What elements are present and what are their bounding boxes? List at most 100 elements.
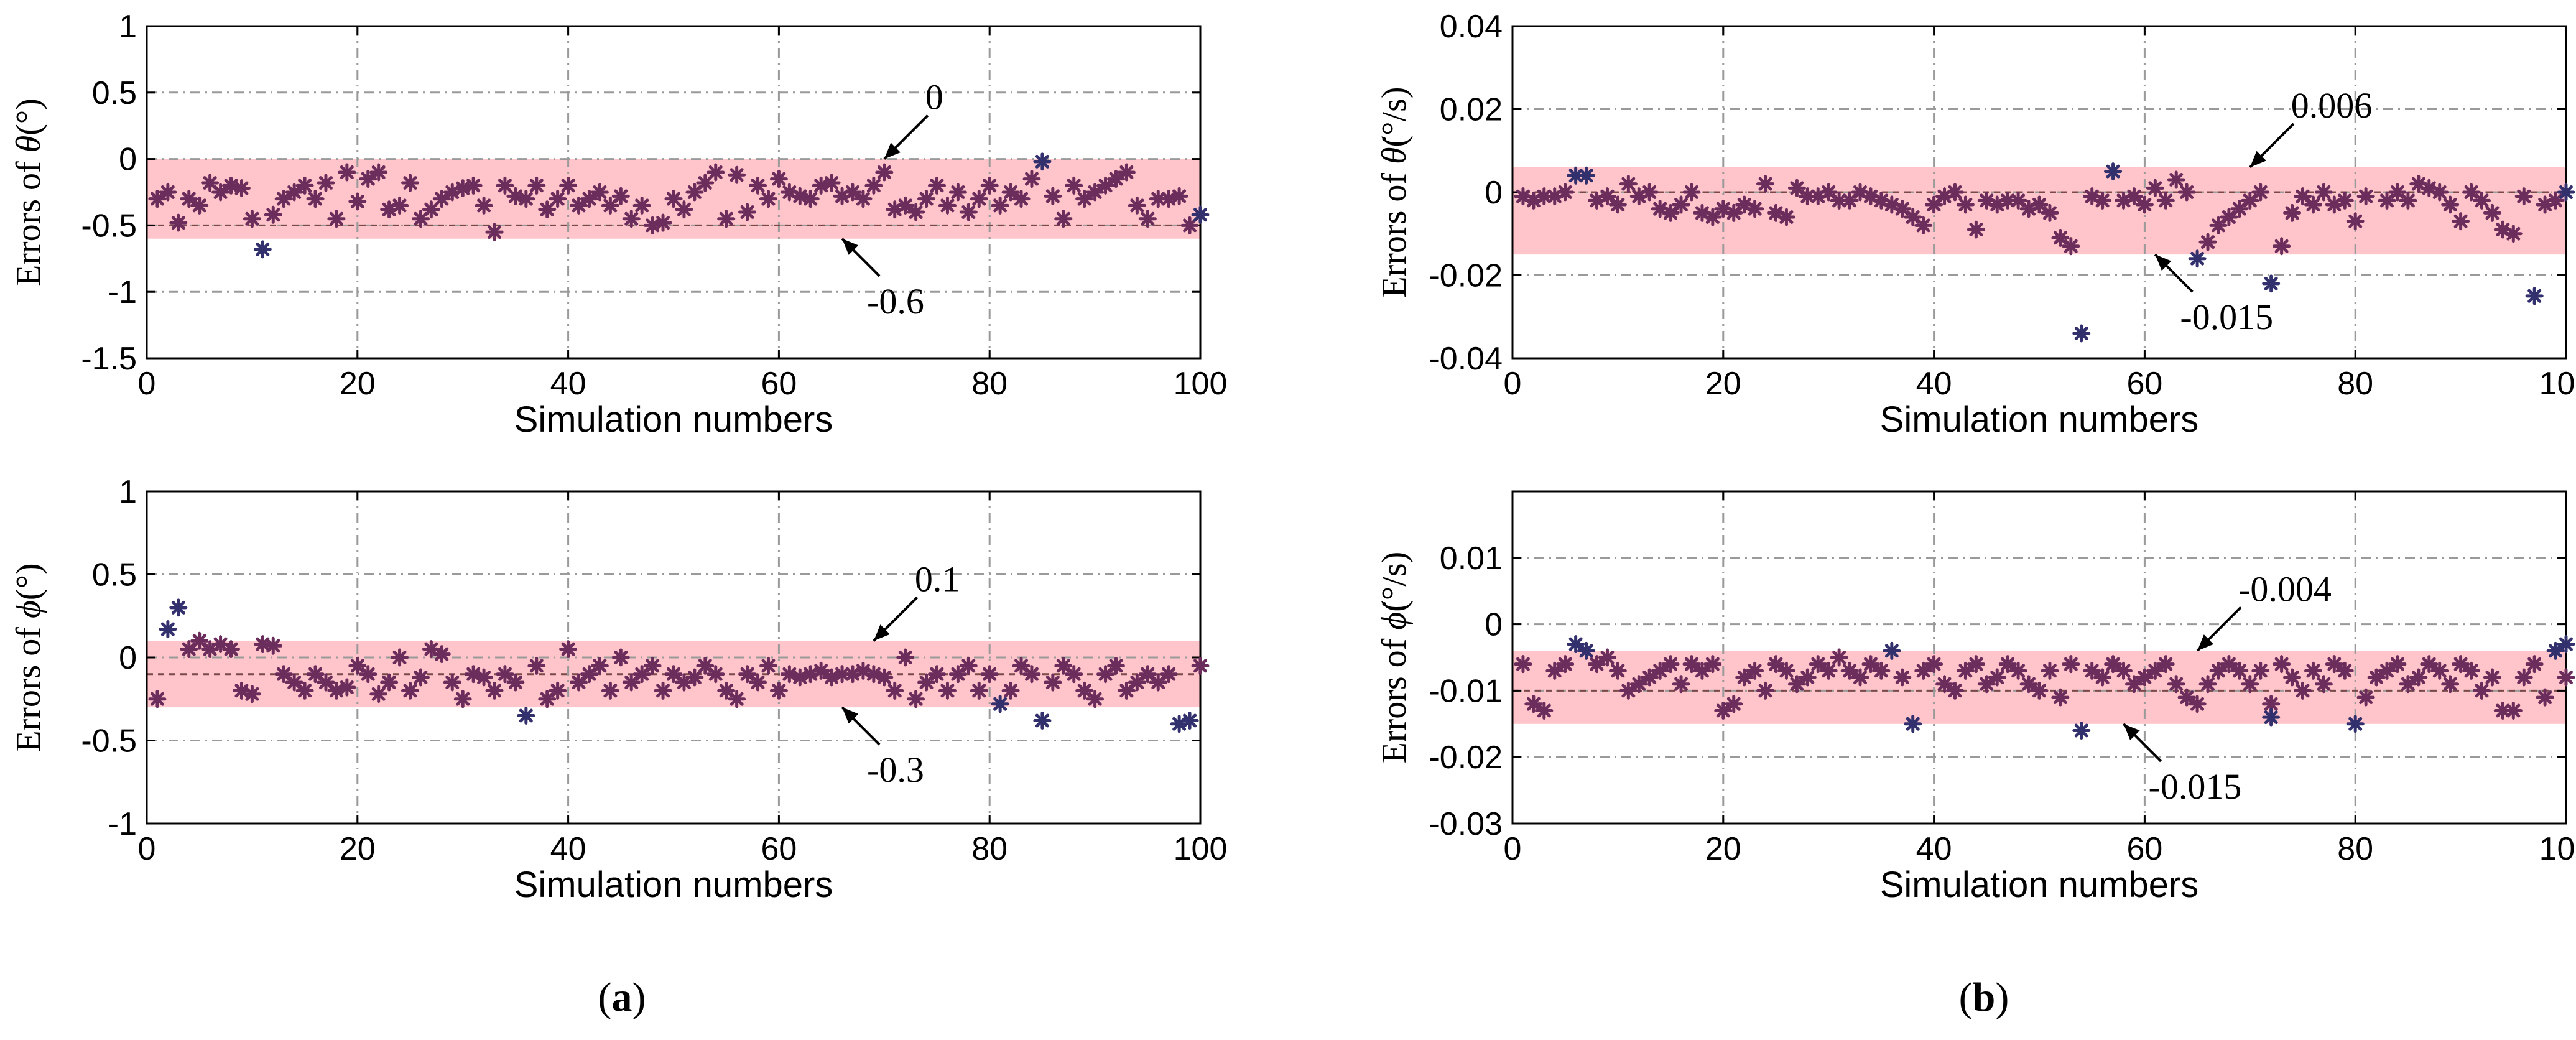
data-point [1128,196,1146,215]
data-point [2198,675,2217,694]
x-axis-label: Simulation numbers [514,399,833,440]
data-point [559,640,578,659]
data-point [190,631,209,650]
data-point [959,656,978,675]
data-point [1682,183,1701,202]
data-point [1661,203,1680,222]
x-tick-label: 0 [138,366,156,402]
data-point [1819,661,1838,680]
data-point [2356,187,2375,206]
data-point [2472,191,2491,210]
y-axis-label: Errors of θ̇(°/s) [1375,86,1414,297]
data-point [1830,191,1848,210]
data-point [590,183,609,202]
data-point [1159,665,1178,684]
annotation-arrowhead [842,238,859,255]
data-point [1117,681,1136,700]
data-point [2283,203,2302,222]
data-point [2335,191,2354,210]
data-point [527,176,546,195]
data-point [2135,195,2154,214]
annotation-label: -0.015 [2180,297,2273,337]
data-point [2177,183,2196,202]
data-point [1608,195,1627,214]
data-point [549,190,567,208]
data-point [348,192,367,211]
data-point [959,203,978,221]
x-tick-label: 100 [1174,366,1228,402]
data-point [1956,195,1975,214]
data-point [2356,688,2375,707]
data-point [549,681,567,700]
data-point [738,203,757,221]
data-point [506,187,525,205]
data-point [948,665,967,684]
data-point-outlier [517,706,535,725]
data-point [685,668,704,687]
data-point [717,210,736,228]
data-point [1106,656,1125,675]
data-point [327,210,346,228]
data-point [2314,675,2333,694]
data-point [2062,655,2080,674]
x-tick-label: 80 [971,366,1008,402]
data-point [285,673,303,692]
data-point [2304,195,2322,214]
data-point [222,640,241,659]
data-point [432,645,451,664]
data-point [1851,668,1869,687]
data-point [707,665,725,684]
data-point [1661,655,1680,674]
data-point [1598,648,1616,667]
data-point [348,656,367,675]
annotation-arrowhead [2197,634,2214,651]
data-point [2273,237,2291,256]
y-tick-label: 1 [119,9,137,45]
data-point [759,656,777,675]
data-point-outlier [2188,249,2207,268]
data-point [886,200,904,219]
data-point [274,665,293,684]
y-tick-label: 0 [119,640,137,676]
data-point [1180,216,1199,234]
x-tick-label: 80 [2337,831,2373,867]
x-axis-label: Simulation numbers [1880,399,2199,440]
annotation-arrowhead [2155,254,2172,271]
data-point [496,176,514,195]
x-tick-label: 40 [1916,831,1952,867]
y-tick-label: 0.5 [92,75,137,111]
y-tick-label: 0 [1485,607,1503,643]
data-point [2472,681,2491,700]
data-point [453,179,472,198]
data-point [1977,675,1996,694]
data-point [1096,176,1115,195]
data-point [1524,695,1543,713]
data-point [1787,675,1806,694]
data-point [274,190,293,208]
data-point [1935,675,1954,694]
data-point [1725,695,1743,713]
data-point [2314,183,2333,202]
data-point [1703,208,1722,226]
data-point [1044,187,1062,205]
data-point [2514,668,2533,687]
data-point [2093,191,2112,210]
data-point [864,176,883,195]
x-tick-label: 80 [2337,366,2373,402]
data-point [854,190,873,208]
annotation-arrowhead [842,707,859,724]
data-point-outlier [991,695,1009,713]
data-point [2452,212,2470,231]
y-tick-label: 0.02 [1440,92,1503,128]
data-point [2525,655,2544,674]
data-point [570,673,588,692]
data-point [180,640,198,659]
data-point-outlier [1180,711,1199,730]
annotation-label: -0.3 [867,750,924,790]
data-point [2346,212,2365,231]
annotation-arrowhead [873,624,891,641]
data-point [643,216,662,234]
data-point [601,681,619,700]
data-point [1925,195,1944,214]
data-point [159,183,177,202]
